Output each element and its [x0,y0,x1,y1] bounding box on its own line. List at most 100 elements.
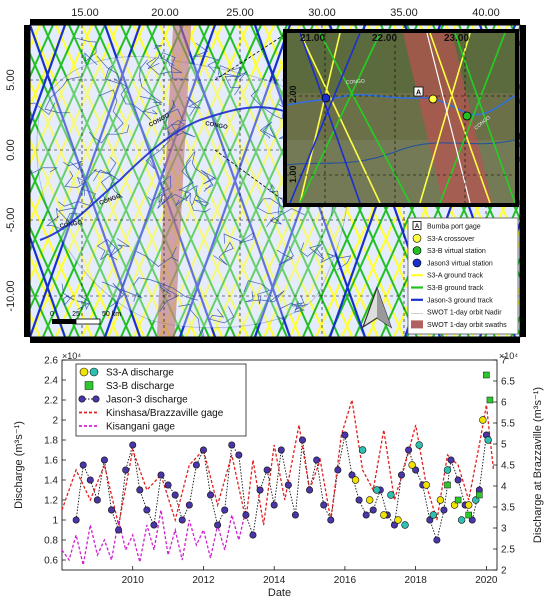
jason3-track [178,25,292,337]
tributary [76,37,98,65]
jason3-point [362,511,370,519]
jason3-point [150,521,158,529]
tributary [217,65,247,81]
tributary [145,130,171,170]
s3a-point [484,436,492,444]
map-top-tick: 40.00 [472,7,500,19]
jason3-point [178,516,186,524]
jason3-point [306,486,314,494]
scale-label: 0 [50,311,54,318]
jason3-point [249,531,257,539]
s3b-station-marker [462,111,472,121]
jason3-point [129,441,137,449]
tributary [96,239,120,261]
map-left-tick: -5.00 [5,207,17,232]
tributary [136,246,179,267]
jason3-point [454,476,462,484]
inset-s3b-track [299,33,381,203]
tributary [223,231,254,244]
s3a-track [30,25,68,108]
jason3-point [157,471,165,479]
bumba-gage-marker [413,86,424,97]
map-top-tick: 35.00 [390,7,418,19]
scale-label: 25 [72,311,80,318]
inset-s3a-track [299,33,341,203]
jason3-point [185,501,193,509]
bumba-gage-letter: A [416,90,421,97]
tributary [162,99,186,121]
inset-jason-track [299,33,361,203]
tributary [276,301,305,321]
tributary [132,277,198,301]
jason3-point [79,461,87,469]
chart-legend-label: S3-A discharge [106,368,174,379]
s3a-point [394,516,402,524]
chart-legend-label: Kinshasa/Brazzaville gage [106,408,224,419]
y2-tick-label: 7 [501,356,507,367]
s3a-track [30,196,94,337]
jason3-point [221,506,229,514]
y2-tick-label: 2.5 [501,545,515,556]
tributary [147,192,173,206]
jason3-point [263,466,271,474]
x-tick-label: 2020 [475,575,498,586]
tributary [276,245,294,266]
jason3-point [369,506,377,514]
map-legend-label: S3-A ground track [427,273,484,280]
tributary [93,169,123,198]
y-axis-label: Discharge (m³s⁻¹) [13,421,25,509]
jason3-point [447,456,455,464]
jason3-point [171,491,179,499]
jason3-point [207,491,215,499]
tributary [96,55,121,85]
y-tick-label: 1.2 [44,496,58,507]
inset-s3b-track [454,33,515,203]
y-tick-label: 1.8 [44,436,58,447]
map-legend-label: Jason3 virtual station [427,260,493,267]
tributary [113,78,152,121]
jason3-point [122,466,130,474]
jason3-point [164,481,172,489]
chart-legend-item: S3-B discharge [84,381,175,392]
jason3-point [93,496,101,504]
tributary [259,121,276,139]
tributary [76,294,91,311]
inset-left-tick: 1.00 [288,165,298,183]
s3a-point [443,466,452,474]
map-legend-item: S3-B virtual station [412,246,486,255]
tributary [257,197,285,215]
s3a-crossover-marker [428,94,438,104]
y-tick-label: 0.6 [44,556,58,567]
tributary [178,159,194,191]
jason3-point [327,516,335,524]
jason3-point [72,516,80,524]
chart-legend-item: Kisangani gage [79,422,175,433]
jason3-point [284,481,292,489]
tributary [139,96,163,115]
s3b-point [483,371,490,379]
tributary [245,290,285,303]
tributary [57,189,96,207]
jason3-point [291,511,299,519]
jason3-point [355,496,363,504]
s3a-track [30,25,120,224]
jason3-point [199,446,207,454]
s3b-track [30,25,158,311]
s3a-point [465,501,473,509]
map-top-tick: 25.00 [226,7,254,19]
jason3-point [320,501,328,509]
jason3-point [440,506,448,514]
y-tick-label: 1.6 [44,456,58,467]
s3a-track [30,254,68,337]
x-tick-label: 2016 [334,575,357,586]
y2-tick-label: 6.5 [501,377,515,388]
map-legend-item: Jason3 virtual station [412,258,493,267]
tributary [139,59,163,103]
jason3-point [86,476,94,484]
tributary [192,194,209,207]
s3a-point [373,486,381,494]
tributary [146,57,183,75]
jason3-point [235,451,243,459]
s3a-point [479,416,487,424]
jason3-point [277,446,285,454]
